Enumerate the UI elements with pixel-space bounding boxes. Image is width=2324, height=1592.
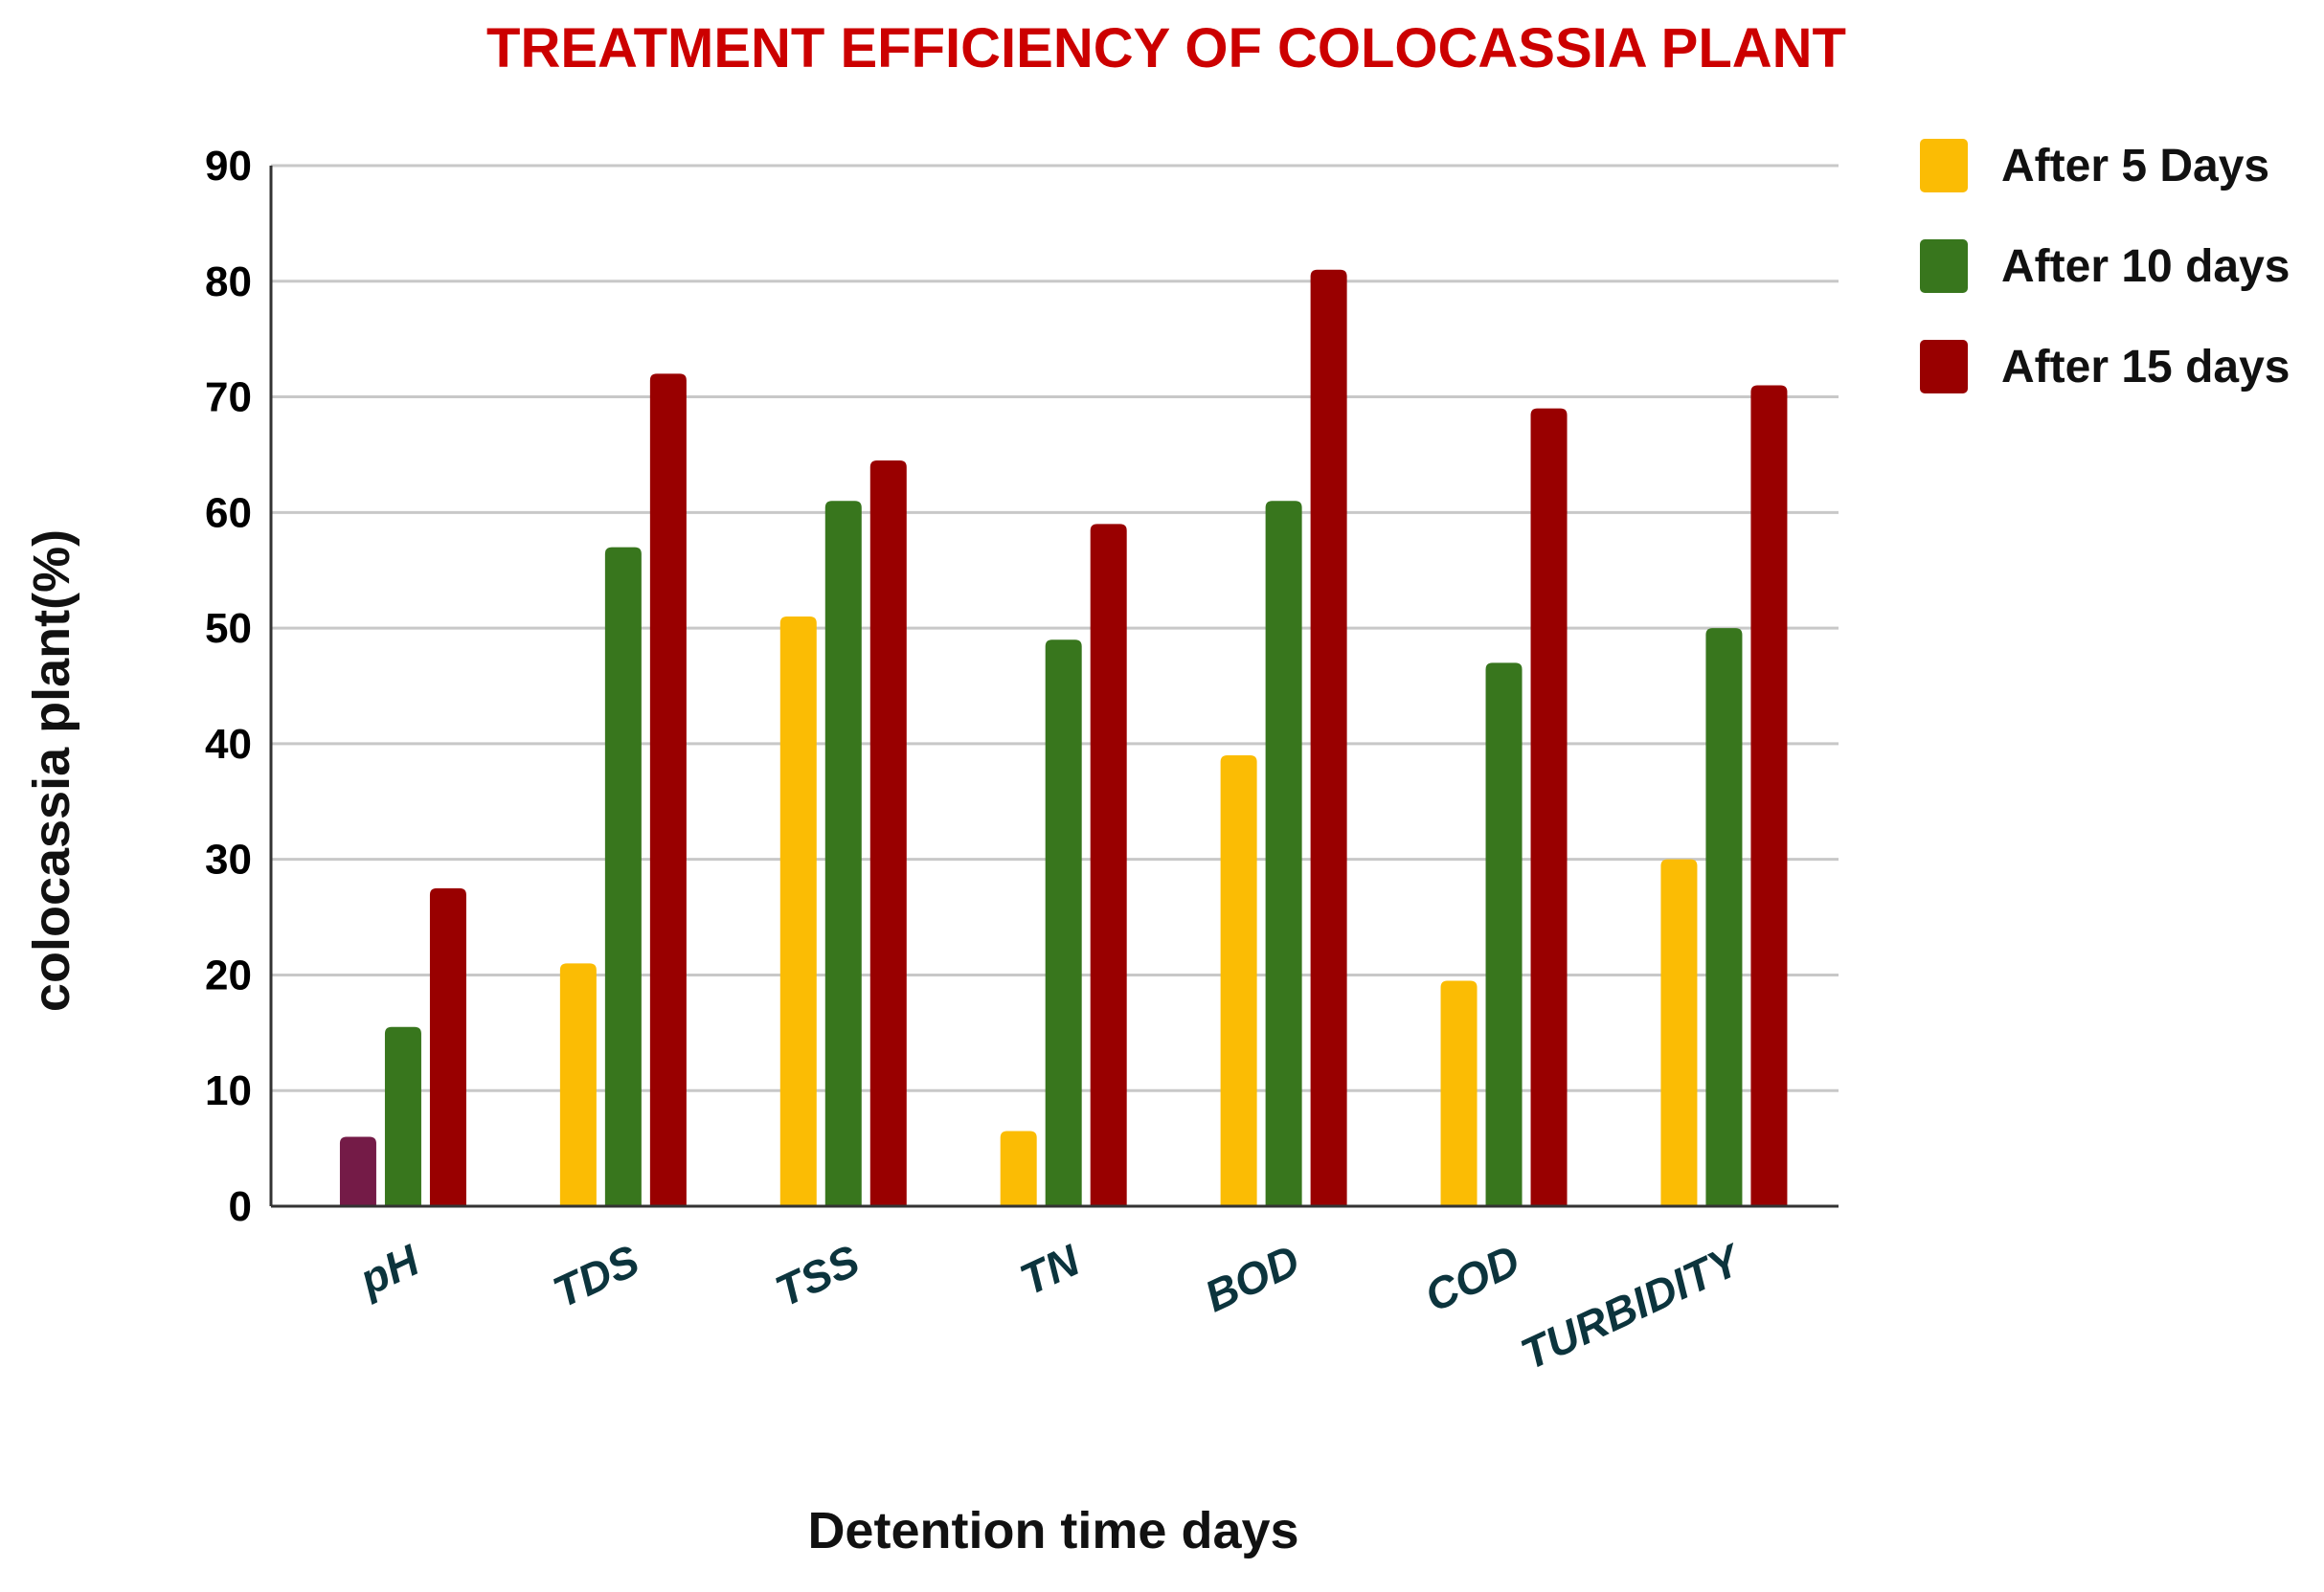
gridlines	[271, 164, 1839, 1092]
bar-turbidity-series-3	[1750, 385, 1788, 1206]
axes	[269, 166, 1839, 1208]
x-tick-label: TSS	[768, 1235, 867, 1316]
legend-swatch	[1920, 340, 1968, 393]
bar-bod-series-1	[1220, 754, 1257, 1206]
bar-tds-series-2	[604, 547, 642, 1206]
bar-tss-series-3	[869, 460, 907, 1206]
y-tick-label: 10	[205, 1067, 252, 1114]
y-axis-title: colocassia plant(%)	[23, 529, 80, 1012]
y-tick-label: 80	[205, 258, 252, 305]
bar-ph-series-3	[429, 887, 466, 1206]
y-tick-label: 20	[205, 952, 252, 998]
bar-cod-series-1	[1440, 980, 1478, 1206]
y-tick-label: 90	[205, 143, 252, 190]
y-tick-label: 40	[205, 721, 252, 768]
legend-label: After 15 days	[2001, 342, 2290, 392]
y-tick-labels: 0 10 20 30 40 50 60 70 80 90	[205, 143, 252, 1230]
legend-label: After 10 days	[2001, 241, 2290, 292]
x-tick-label: TDS	[546, 1235, 647, 1317]
chart-title: TREATMENT EFFICIENCY OF COLOCASSIA PLANT	[486, 17, 1846, 79]
bar-tss-series-1	[779, 617, 817, 1206]
bar-turbidity-series-1	[1660, 859, 1698, 1206]
y-tick-label: 70	[205, 374, 252, 421]
bar-cod-series-3	[1530, 408, 1568, 1207]
bar-tds-series-1	[559, 963, 597, 1206]
y-tick-label: 0	[229, 1183, 252, 1230]
bar-turbidity-series-2	[1705, 628, 1743, 1206]
bar-tn-series-1	[1000, 1131, 1037, 1206]
bar-tn-series-2	[1045, 639, 1082, 1206]
x-tick-label: BOD	[1197, 1235, 1307, 1321]
bar-tn-series-3	[1090, 524, 1127, 1206]
x-axis-title: Detention time days	[807, 1502, 1298, 1559]
bar-tds-series-3	[649, 373, 687, 1206]
legend: After 5 Days After 10 days After 15 days	[1920, 139, 2290, 393]
x-tick-label: COD	[1417, 1235, 1527, 1321]
y-tick-label: 50	[205, 605, 252, 652]
x-tick-label: TN	[1012, 1235, 1087, 1305]
bar-cod-series-2	[1485, 662, 1523, 1206]
bar-ph-series-1	[339, 1136, 376, 1206]
legend-swatch	[1920, 139, 1968, 192]
y-tick-label: 30	[205, 837, 252, 884]
x-tick-label: TURBIDITY	[1513, 1233, 1750, 1379]
bars	[339, 269, 1788, 1207]
bar-bod-series-2	[1265, 501, 1302, 1206]
y-tick-label: 60	[205, 489, 252, 536]
bar-ph-series-2	[384, 1026, 421, 1206]
legend-swatch	[1920, 239, 1968, 293]
legend-label: After 5 Days	[2001, 141, 2269, 191]
bar-tss-series-2	[824, 501, 862, 1206]
x-tick-label: pH	[350, 1235, 427, 1306]
bar-bod-series-3	[1310, 269, 1347, 1206]
